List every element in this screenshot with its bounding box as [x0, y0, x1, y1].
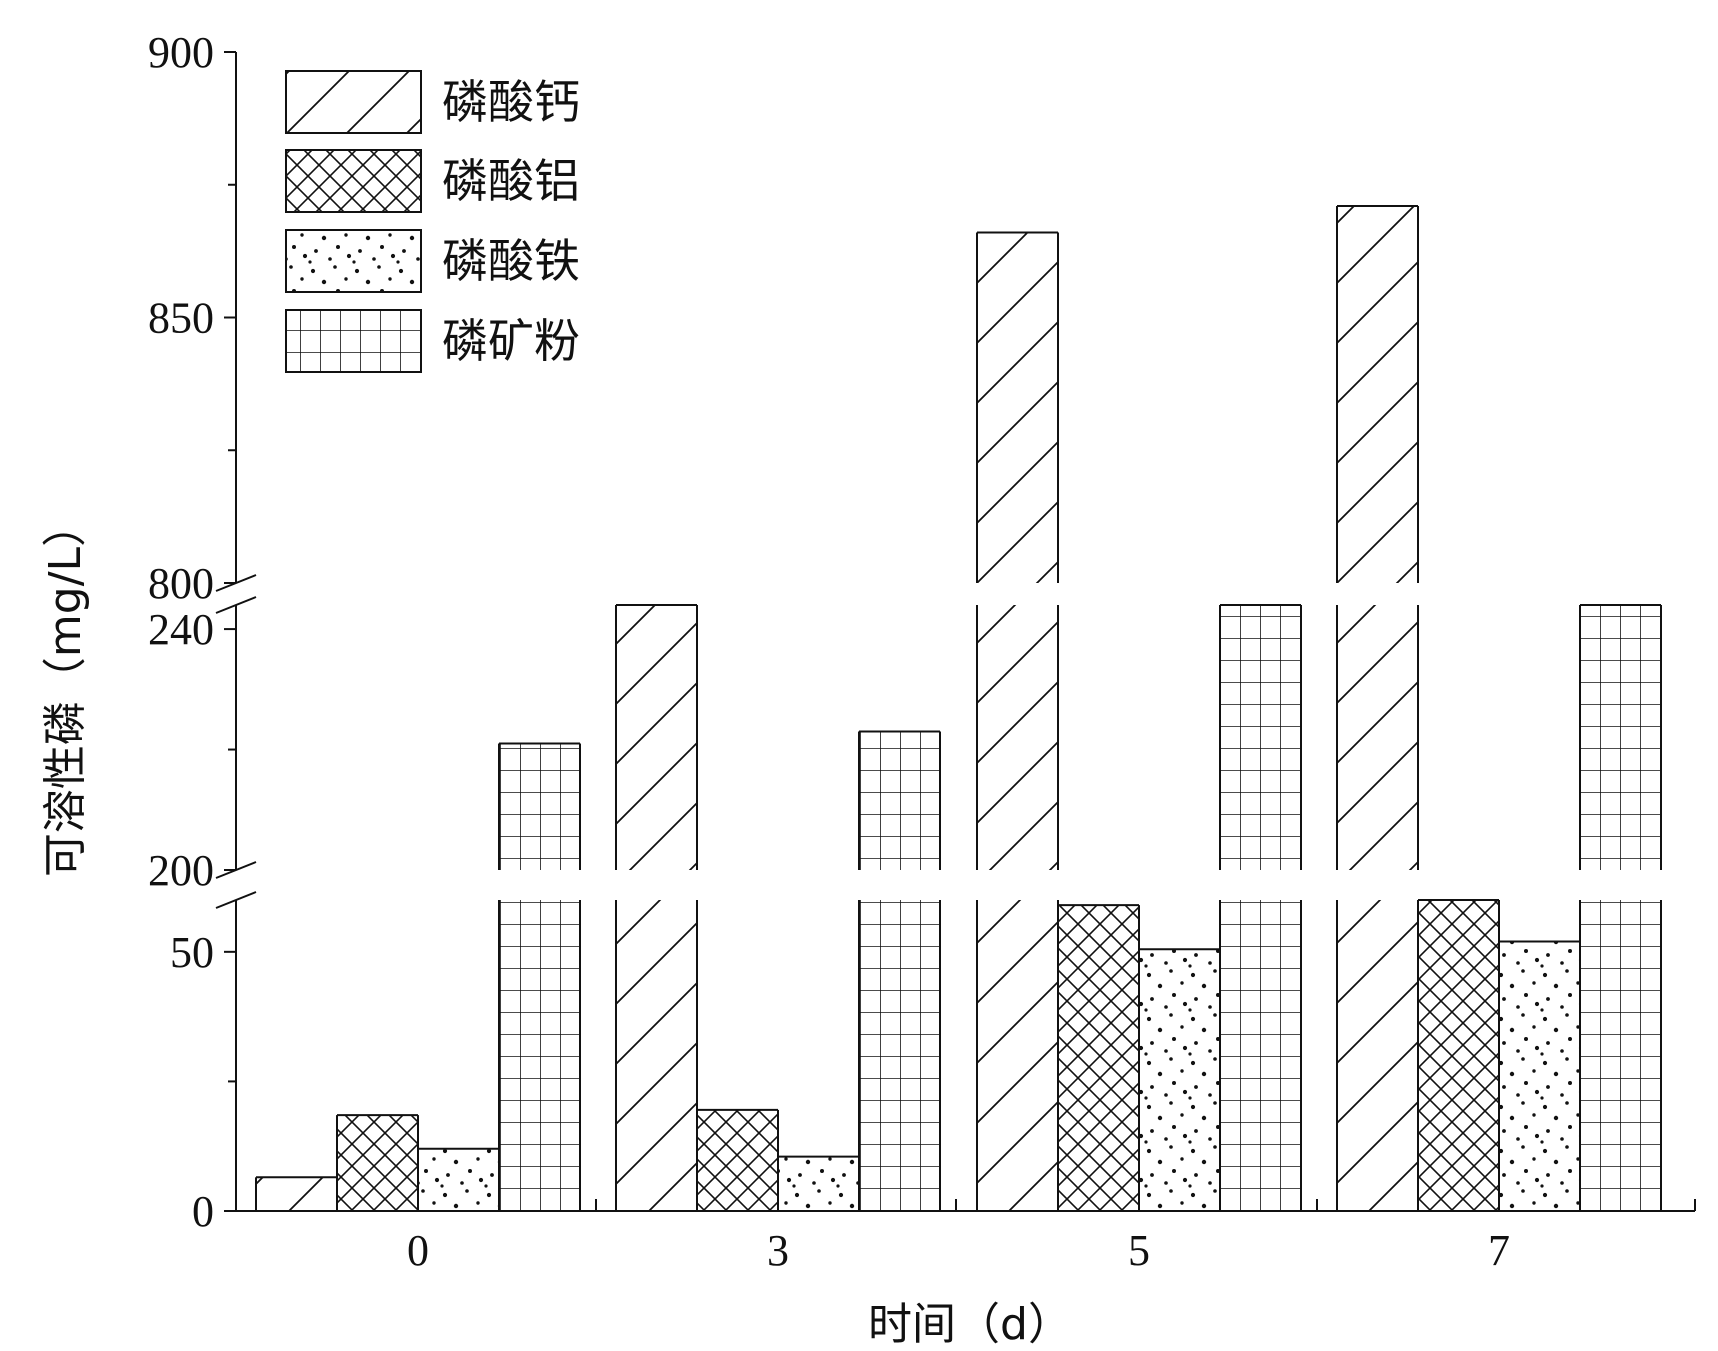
bar-磷矿粉-3-fill-1 — [859, 731, 940, 870]
bar-磷矿粉-0-fill-0 — [499, 900, 580, 1211]
legend-label-磷酸铝: 磷酸铝 — [442, 154, 580, 208]
bar-磷酸钙-7-fill-0 — [1337, 900, 1418, 1211]
bar-磷酸铝-7 — [1417, 899, 1500, 1211]
bar-磷酸钙-5-fill-2 — [977, 232, 1058, 584]
bar-磷酸铝-5 — [1057, 904, 1140, 1211]
bar-磷酸铁-7-fill-0 — [1499, 941, 1580, 1211]
y-tick-label-850: 850 — [148, 294, 214, 343]
x-tick-label-0: 0 — [407, 1226, 429, 1275]
bar-磷酸钙-5-fill-0 — [977, 900, 1058, 1211]
bar-磷酸钙-3-fill-0 — [616, 900, 697, 1211]
bar-磷矿粉-7 — [1579, 604, 1662, 1211]
legend-swatch-磷酸钙 — [285, 70, 422, 134]
bar-磷酸铝-0 — [336, 1114, 419, 1211]
bar-磷酸钙-3-fill-1 — [616, 605, 697, 870]
legend-label-磷矿粉: 磷矿粉 — [442, 314, 580, 368]
bar-磷酸钙-7-fill-2 — [1337, 205, 1418, 584]
bars-layer — [255, 204, 1662, 1211]
bar-磷酸铁-3-fill-0 — [778, 1156, 859, 1211]
bar-磷矿粉-7-fill-1 — [1580, 605, 1661, 870]
bar-磷酸铁-0-fill-0 — [418, 1148, 499, 1211]
legend-label-磷酸铁: 磷酸铁 — [442, 234, 580, 288]
x-tick-label-5: 5 — [1128, 1226, 1150, 1275]
y-tick-label-50: 50 — [170, 928, 214, 977]
bar-磷矿粉-5-fill-0 — [1220, 900, 1301, 1211]
bar-磷酸铁-5 — [1138, 948, 1221, 1211]
bar-磷酸铝-7-fill-0 — [1418, 900, 1499, 1211]
bar-磷酸铁-3 — [777, 1155, 860, 1211]
bar-磷酸铝-3-fill-0 — [697, 1109, 778, 1211]
bar-磷酸铝-3 — [696, 1108, 779, 1211]
axis-break-mark-0-a — [215, 891, 257, 909]
y-tick-label-900: 900 — [148, 28, 214, 77]
x-axis-title: 时间（d） — [868, 1299, 1072, 1350]
axis-titles: 时间（d） 可溶性磷（mg/L） — [40, 503, 1072, 1350]
bar-磷酸铁-5-fill-0 — [1139, 949, 1220, 1211]
y-tick-label-240: 240 — [148, 605, 214, 654]
bar-磷酸铁-7 — [1498, 940, 1581, 1211]
x-tick-label-7: 7 — [1488, 1226, 1510, 1275]
bar-磷酸铝-5-fill-0 — [1058, 905, 1139, 1211]
legend-label-磷酸钙: 磷酸钙 — [442, 75, 580, 129]
bar-磷矿粉-5 — [1219, 604, 1302, 1211]
bar-磷矿粉-3-fill-0 — [859, 900, 940, 1211]
x-tick-label-3: 3 — [767, 1226, 789, 1275]
bar-磷矿粉-7-fill-0 — [1580, 900, 1661, 1211]
axis-break-mark-0-b — [215, 861, 257, 879]
bar-磷酸铁-0 — [417, 1147, 500, 1211]
bar-磷酸钙-0-fill-0 — [256, 1177, 337, 1211]
bar-磷酸铝-0-fill-0 — [337, 1115, 418, 1211]
bar-磷酸钙-3 — [615, 604, 698, 1211]
bar-磷矿粉-0 — [498, 742, 581, 1211]
legend-swatch-磷酸铝 — [285, 149, 422, 213]
bar-磷酸钙-0 — [255, 1176, 338, 1211]
bar-磷矿粉-5-fill-1 — [1220, 605, 1301, 870]
bar-磷酸钙-5-fill-1 — [977, 605, 1058, 870]
legend-swatch-磷酸铁 — [285, 229, 422, 293]
bar-磷酸钙-7-fill-1 — [1337, 605, 1418, 870]
y-tick-label-800: 800 — [148, 559, 214, 608]
axis-break-mark-1-a — [215, 596, 257, 614]
y-tick-label-0: 0 — [192, 1187, 214, 1236]
legend-swatch-磷矿粉 — [285, 309, 422, 373]
axis-break-mark-1-b — [215, 574, 257, 592]
bar-磷矿粉-0-fill-1 — [499, 743, 580, 870]
y-axis-title: 可溶性磷（mg/L） — [40, 503, 91, 877]
bar-磷酸钙-7 — [1336, 204, 1419, 1211]
y-tick-label-200: 200 — [148, 846, 214, 895]
bar-磷矿粉-3 — [858, 730, 941, 1211]
bar-磷酸钙-5 — [976, 231, 1059, 1211]
